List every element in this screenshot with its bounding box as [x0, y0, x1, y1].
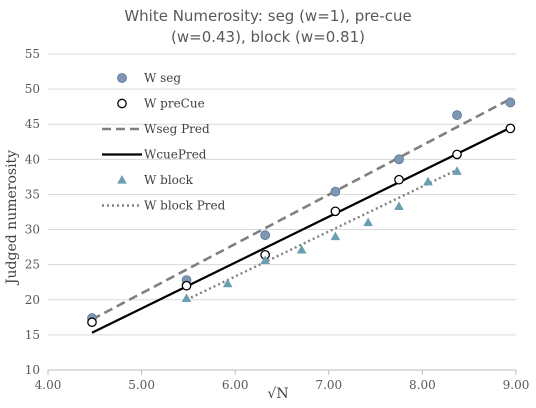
- axes: 10 15 20 25 30 35 40 45 50 55 4.00 5.00 6.00 7.00 8.00…: [25, 47, 530, 392]
- chart-title-line-1: White Numerosity: seg (w=1), pre-cue: [124, 7, 411, 25]
- legend-entry-3: WcuePred: [102, 148, 207, 162]
- legend-entry-2: Wseg Pred: [102, 122, 210, 136]
- x-tick-label: 4.00: [35, 378, 62, 392]
- y-tick-label: 30: [25, 223, 40, 237]
- plot-area: [87, 97, 516, 334]
- data-point-s1-0: [87, 317, 97, 328]
- y-axis-label: Judged numerosity: [4, 150, 20, 286]
- data-point-s1-6: [505, 123, 516, 134]
- series-line-5: [186, 168, 458, 301]
- data-point-s0-2: [260, 230, 271, 241]
- legend-label-0: W seg: [144, 71, 181, 85]
- y-tick-label: 55: [25, 47, 40, 61]
- data-point-s4-4: [330, 231, 341, 241]
- data-point-s0-6: [505, 97, 516, 108]
- legend-label-2: Wseg Pred: [144, 122, 210, 136]
- x-tick-label: 6.00: [222, 378, 249, 392]
- data-point-s0-3: [330, 186, 341, 197]
- y-tick-label: 15: [25, 328, 40, 342]
- y-tick-label: 10: [25, 363, 40, 377]
- data-point-s4-1: [222, 278, 233, 288]
- x-tick-label: 9.00: [503, 378, 530, 392]
- y-tick-label: 35: [25, 187, 40, 201]
- legend-entry-1: W preCue: [117, 97, 205, 111]
- series-line-2: [91, 97, 511, 321]
- legend-entry-5: W block Pred: [102, 199, 226, 213]
- x-tick-label: 5.00: [128, 378, 155, 392]
- chart-title-line-2: (w=0.43), block (w=0.81): [171, 28, 365, 46]
- legend-label-5: W block Pred: [144, 199, 226, 213]
- legend-label-3: WcuePred: [144, 148, 207, 162]
- y-tick-label: 50: [25, 82, 40, 96]
- data-point-s0-5: [452, 110, 462, 120]
- legend: W seg W preCue Wseg Pred WcuePred W block W b…: [102, 71, 226, 213]
- data-point-s0-4: [394, 154, 404, 165]
- legend-swatch-4: [117, 175, 127, 184]
- legend-swatch-1: [117, 98, 127, 109]
- data-point-s4-3: [296, 244, 307, 254]
- data-point-s4-2: [260, 255, 270, 265]
- legend-label-1: W preCue: [144, 97, 205, 111]
- data-point-s1-3: [330, 206, 341, 217]
- data-point-s1-5: [452, 149, 462, 160]
- x-axis-label: √N: [267, 386, 288, 402]
- data-point-s1-1: [181, 280, 192, 291]
- x-tick-label: 8.00: [409, 378, 436, 392]
- series-line-3: [91, 126, 511, 334]
- y-tick-label: 25: [25, 258, 40, 272]
- data-point-s4-7: [423, 176, 433, 186]
- legend-entry-4: W block: [117, 173, 194, 187]
- y-tick-label: 40: [25, 152, 40, 166]
- x-tick-label: 7.00: [315, 378, 342, 392]
- data-point-s1-4: [394, 174, 404, 185]
- y-tick-label: 20: [25, 293, 40, 307]
- data-point-s4-8: [452, 166, 462, 175]
- data-point-s4-0: [181, 293, 192, 302]
- y-tick-label: 45: [25, 117, 40, 131]
- legend-entry-0: W seg: [117, 71, 181, 85]
- data-point-s4-5: [363, 217, 373, 227]
- gridlines: [48, 53, 516, 371]
- legend-swatch-0: [117, 73, 127, 83]
- legend-label-4: W block: [144, 173, 194, 187]
- data-point-s4-6: [394, 201, 404, 210]
